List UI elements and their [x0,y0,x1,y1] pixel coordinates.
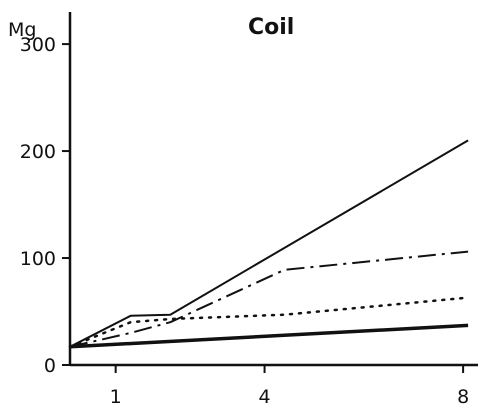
x-tick-label: 4 [259,386,271,408]
y-tick-label: 300 [20,34,56,56]
axes [62,12,478,373]
chart-title: Coil [248,15,294,40]
series-layer [68,139,470,349]
label-layer: Coil Mg 0 100 200 300 1 4 8 [8,15,469,408]
series-line-dash-dot [69,250,469,348]
y-tick-label: 0 [44,355,56,377]
y-tick-label: 200 [20,141,56,163]
y-axis-title: Mg [8,19,36,41]
series-line-solid-thick [69,323,469,349]
y-tick-label: 100 [20,248,56,270]
x-tick-label: 8 [457,386,469,408]
series-line-dotted [68,296,470,349]
series-line-solid-thin [69,139,469,348]
x-tick-label: 1 [110,386,122,408]
